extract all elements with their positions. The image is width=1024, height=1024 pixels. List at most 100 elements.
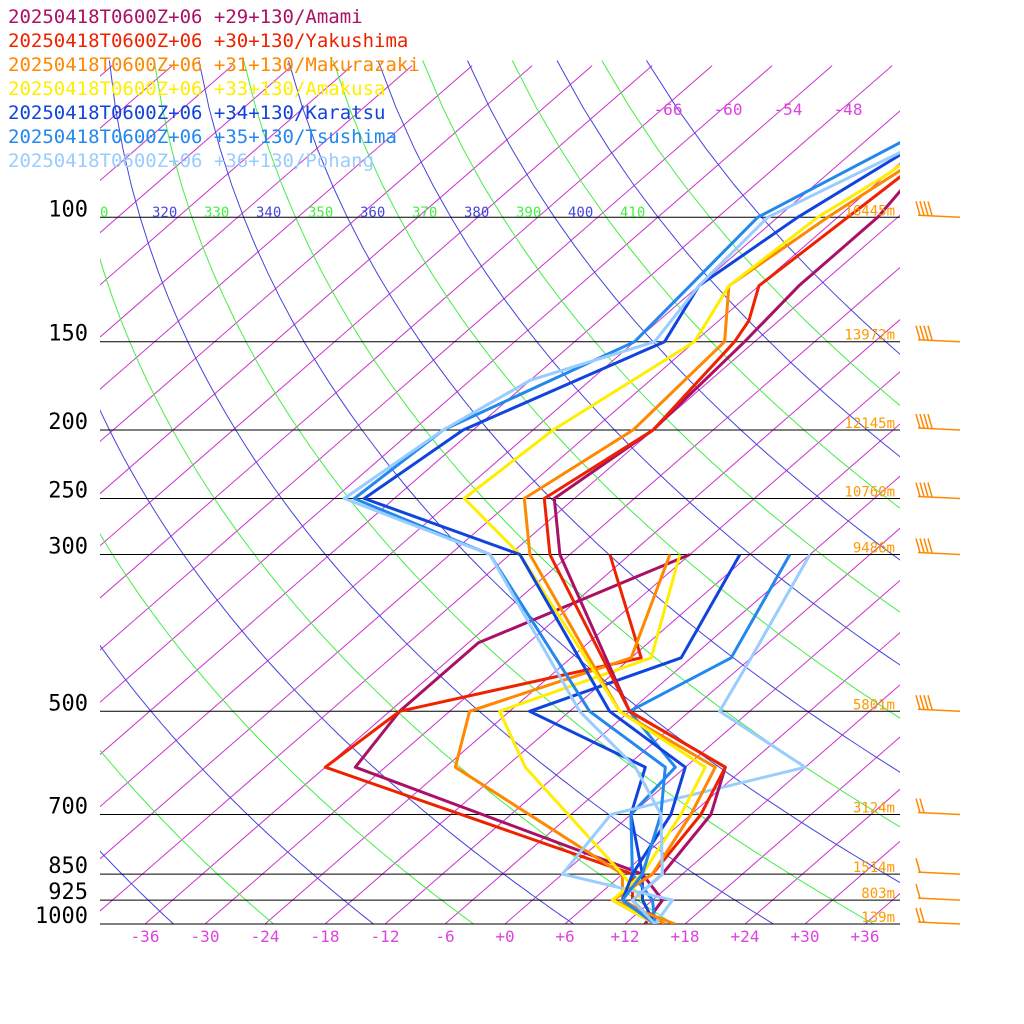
wind-barb-flag	[919, 482, 925, 497]
isotherm-line	[624, 684, 900, 924]
temperature-line	[342, 150, 900, 924]
wind-barb-flag	[915, 883, 921, 899]
wind-barb-shaft	[917, 708, 961, 713]
pressure-tick-label: 500	[48, 691, 88, 716]
isotherm-line	[985, 66, 1024, 924]
wind-barb-flag	[923, 413, 929, 429]
wind-barb	[915, 413, 961, 431]
isotherm-line	[684, 736, 900, 924]
wind-barb-shaft	[917, 495, 961, 500]
temperature-tick-label: +36	[851, 927, 880, 946]
wind-barb-flag	[923, 538, 929, 553]
temperature-tick-label: -18	[311, 927, 340, 946]
wind-barb-flag	[919, 907, 925, 923]
sounding-traces	[323, 140, 900, 924]
dry-adiabat-line	[100, 644, 375, 924]
wind-barb	[915, 857, 961, 875]
wind-barb-flag	[919, 798, 925, 813]
theta-label: 0	[100, 205, 108, 221]
pressure-tick-label: 850	[48, 854, 88, 879]
wind-barb-flag	[927, 695, 933, 710]
wind-barb-flag	[923, 201, 929, 216]
wind-barb-flag	[915, 325, 921, 340]
isotherm-line	[100, 65, 293, 234]
wind-barb	[915, 695, 961, 713]
wind-barb-flag	[927, 538, 933, 553]
temperature-tick-label: -36	[131, 927, 160, 946]
theta-label: 410	[620, 205, 645, 221]
wind-barb-flag	[923, 482, 929, 497]
isotherm-top-label: -60	[714, 100, 743, 119]
dewpoint-line	[528, 553, 742, 924]
wind-barb-flag	[915, 857, 921, 873]
isotherm-line	[324, 423, 900, 924]
isotherm-line	[100, 65, 593, 495]
wind-barb-flag	[915, 482, 921, 497]
isotherm-line	[925, 66, 1024, 924]
dry-adiabat-line	[467, 60, 900, 561]
temperature-tick-label: -6	[435, 927, 454, 946]
isotherm-line	[100, 65, 773, 651]
isotherm-line	[100, 214, 900, 912]
dry-adiabat-line	[100, 749, 275, 924]
wind-barb-flag	[915, 907, 921, 923]
wind-barb-flag	[915, 798, 921, 813]
dry-adiabat-line	[100, 850, 175, 924]
temperature-line	[542, 175, 900, 924]
isotherm-line	[100, 65, 353, 286]
theta-label: 340	[256, 205, 281, 221]
pressure-tick-label: 250	[48, 479, 88, 504]
wind-barb-flag	[919, 695, 925, 710]
legend-entry: 20250418T0600Z+06 +30+130/Yakushima	[8, 30, 409, 52]
isotherm-line	[564, 632, 900, 924]
isobars	[100, 216, 900, 925]
theta-label: 380	[464, 205, 489, 221]
chart-legend: 20250418T0600Z+06 +29+130/Amami 20250418T…	[8, 5, 420, 173]
wind-barb-flag	[927, 325, 933, 340]
dry-adiabat-line	[422, 60, 900, 613]
wind-barb-flag	[919, 538, 925, 553]
wind-barb-shaft	[917, 214, 961, 219]
temperature-line	[352, 140, 900, 924]
theta-label: 360	[360, 205, 385, 221]
wind-barb-shaft	[917, 551, 961, 556]
isotherm-line	[100, 162, 900, 860]
theta-label: 390	[516, 205, 541, 221]
theta-label: 370	[412, 205, 437, 221]
isotherm-line	[0, 66, 52, 924]
wind-barbs	[915, 201, 961, 925]
pressure-tick-label: 700	[48, 795, 88, 820]
isotherm-line	[264, 371, 900, 924]
legend-entry: 20250418T0600Z+06 +35+130/Tsushima	[8, 126, 397, 148]
temperature-tick-label: -24	[251, 927, 280, 946]
height-label: 10760m	[844, 485, 895, 501]
temperature-line	[552, 189, 900, 924]
wind-barb-flag	[927, 201, 933, 216]
temperature-tick-label: +24	[731, 927, 760, 946]
wind-barb	[915, 798, 961, 816]
pressure-tick-label: 100	[48, 197, 88, 222]
isotherm-line	[100, 110, 900, 808]
wind-barb-flag	[927, 482, 933, 497]
isotherm-line	[384, 475, 900, 924]
theta-label: 320	[152, 205, 177, 221]
isotherm-line	[100, 65, 233, 182]
dry-adiabat-line	[100, 532, 475, 924]
isotherm-top-label: -54	[774, 100, 803, 119]
wind-barb	[915, 325, 961, 343]
wind-barb-shaft	[917, 427, 961, 431]
temperature-tick-label: +18	[671, 927, 700, 946]
height-label: 3124m	[853, 801, 895, 817]
dry-adiabat-line	[377, 60, 900, 666]
isotherm-line	[100, 65, 833, 703]
height-label: 9486m	[853, 540, 895, 556]
legend-entry: 20250418T0600Z+06 +36+130/Pohang	[8, 150, 375, 172]
height-label: 16445m	[844, 203, 895, 219]
dry-adiabat-line	[100, 409, 575, 924]
wind-barb-flag	[923, 695, 929, 710]
wind-barb-shaft	[917, 811, 961, 816]
wind-barb	[915, 201, 961, 219]
wind-barb-shaft	[917, 921, 961, 925]
